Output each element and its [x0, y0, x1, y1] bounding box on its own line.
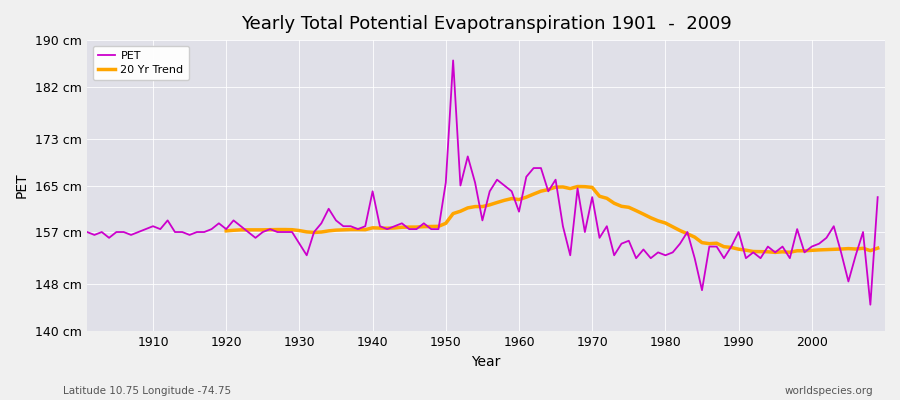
- PET: [447, 58, 458, 63]
- 20 Yr Trend: [777, 249, 788, 254]
- 20 Yr Trend: [309, 230, 320, 235]
- PET: [140, 227, 151, 232]
- Y-axis label: PET: PET: [15, 173, 29, 198]
- PET: [346, 224, 356, 229]
- 20 Yr Trend: [858, 246, 868, 251]
- Legend: PET, 20 Yr Trend: PET, 20 Yr Trend: [93, 46, 189, 80]
- PET: [608, 253, 619, 258]
- Line: 20 Yr Trend: 20 Yr Trend: [226, 186, 878, 252]
- PET: [82, 230, 93, 234]
- 20 Yr Trend: [220, 228, 231, 233]
- 20 Yr Trend: [792, 248, 803, 253]
- PET: [302, 253, 312, 258]
- Text: worldspecies.org: worldspecies.org: [785, 386, 873, 396]
- Line: PET: PET: [87, 60, 878, 305]
- Title: Yearly Total Potential Evapotranspiration 1901  -  2009: Yearly Total Potential Evapotranspiratio…: [240, 15, 732, 33]
- 20 Yr Trend: [682, 231, 693, 236]
- PET: [872, 195, 883, 200]
- 20 Yr Trend: [770, 250, 780, 255]
- 20 Yr Trend: [872, 246, 883, 250]
- 20 Yr Trend: [418, 224, 429, 229]
- PET: [521, 174, 532, 179]
- PET: [514, 209, 525, 214]
- X-axis label: Year: Year: [472, 355, 500, 369]
- PET: [865, 302, 876, 307]
- 20 Yr Trend: [572, 184, 583, 189]
- Text: Latitude 10.75 Longitude -74.75: Latitude 10.75 Longitude -74.75: [63, 386, 231, 396]
